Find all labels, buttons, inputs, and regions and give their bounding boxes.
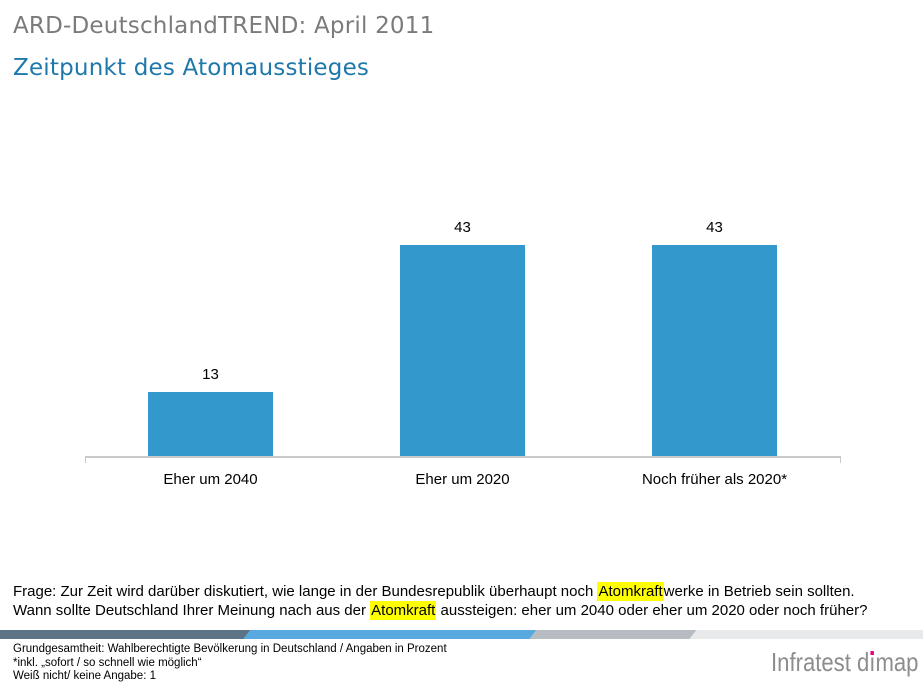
footnotes: Grundgesamtheit: Wahlberechtigte Bevölke… bbox=[13, 643, 447, 684]
stripe-segment bbox=[243, 630, 537, 639]
infratest-dimap-logo: Infratest dı map bbox=[771, 647, 918, 678]
bar-value-label: 43 bbox=[454, 219, 471, 236]
bar-value-label: 13 bbox=[202, 366, 219, 383]
footnote-dontknow: Weiß nicht/ keine Angabe: 1 bbox=[13, 670, 156, 683]
category-label: Noch früher als 2020* bbox=[641, 471, 788, 488]
stripe-segment bbox=[689, 630, 923, 639]
logo-text-suffix: map bbox=[875, 647, 918, 677]
page-title: Zeitpunkt des Atomausstieges bbox=[13, 55, 370, 81]
footnote-population: Grundgesamtheit: Wahlberechtigte Bevölke… bbox=[13, 643, 447, 655]
question-text: Frage: Zur Zeit wird darüber diskutiert,… bbox=[13, 582, 915, 621]
x-axis-line bbox=[85, 456, 841, 463]
question-segment: Frage: Zur Zeit wird darüber diskutiert,… bbox=[13, 583, 598, 600]
category-label: Eher um 2040 bbox=[163, 471, 258, 488]
question-line: Wann sollte Deutschland Ihrer Meinung na… bbox=[13, 600, 915, 621]
bar-chart: 13 Eher um 2040 43 Eher um 2020 43 Noch frühe… bbox=[85, 219, 841, 488]
highlighted-term: Atomkraft bbox=[370, 600, 437, 620]
logo-i-dot bbox=[869, 651, 874, 655]
report-title: ARD-DeutschlandTREND: April 2011 bbox=[13, 13, 435, 39]
stripe-segment bbox=[529, 630, 697, 639]
question-segment: werke in Betrieb sein sollten. bbox=[663, 583, 855, 600]
question-line: Frage: Zur Zeit wird darüber diskutiert,… bbox=[13, 582, 915, 602]
question-segment: Wann sollte Deutschland Ihrer Meinung na… bbox=[13, 601, 371, 619]
question-segment: aussteigen: eher um 2040 oder eher um 20… bbox=[436, 601, 868, 619]
bar bbox=[652, 245, 777, 456]
category-label: Eher um 2020 bbox=[415, 471, 510, 488]
footnote-asterisk: *inkl. „sofort / so schnell wie möglich“ bbox=[13, 656, 202, 669]
stripe-segment bbox=[0, 630, 251, 639]
logo-dotless-i: ı bbox=[868, 647, 876, 677]
bar-value-label: 43 bbox=[706, 219, 723, 236]
highlighted-term: Atomkraft bbox=[597, 582, 664, 601]
divider-stripe bbox=[0, 630, 923, 639]
bar bbox=[400, 245, 525, 456]
logo-text-prefix: Infratest d bbox=[770, 647, 869, 677]
bar bbox=[148, 392, 273, 456]
